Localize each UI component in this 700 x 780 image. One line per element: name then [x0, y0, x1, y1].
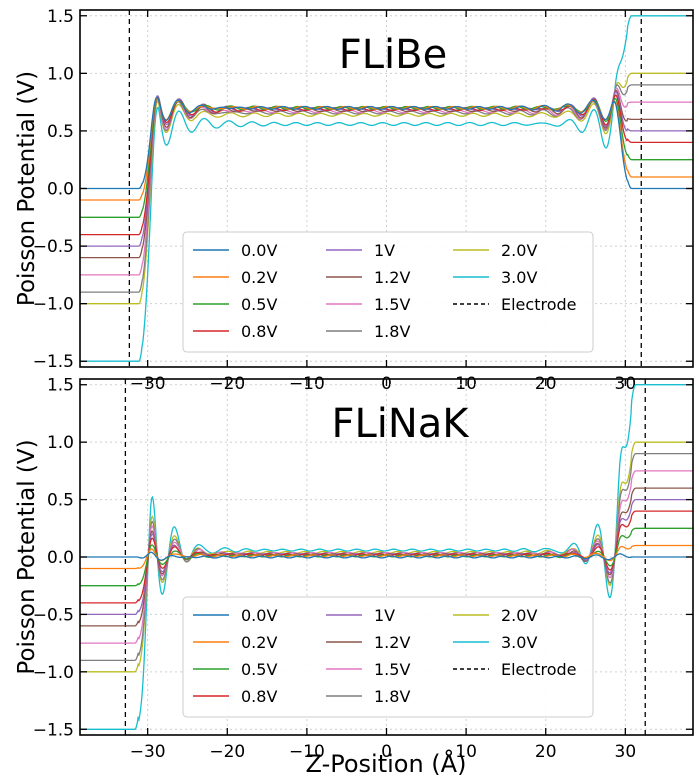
x-tick-label: −20	[209, 742, 245, 762]
x-tick-label: 0	[381, 742, 392, 762]
y-tick-label: 0.5	[47, 491, 74, 511]
flinak-title: FLiNaK	[331, 401, 470, 447]
y-tick-label: 0.5	[47, 122, 74, 142]
legend-label: 1.2V	[374, 268, 410, 287]
flibe-title: FLiBe	[339, 32, 447, 78]
legend-label: 0.8V	[241, 687, 277, 706]
x-tick-label: 10	[455, 742, 477, 762]
y-tick-label: 1.0	[47, 433, 74, 453]
y-tick-label: 1.5	[47, 7, 74, 27]
legend-label: 2.0V	[501, 241, 537, 260]
legend-label: 1.8V	[374, 322, 410, 341]
flinak-ylabel: Poisson Potential (V)	[14, 439, 40, 674]
legend-label: Electrode	[501, 660, 576, 679]
x-tick-label: −10	[289, 742, 325, 762]
series-line-1-5V	[80, 470, 693, 644]
legend-label: 0.0V	[241, 606, 277, 625]
y-tick-label: −1.5	[33, 720, 74, 740]
legend-label: 0.2V	[241, 268, 277, 287]
flibe-legend: 0.0V 0.2V 0.5V 0.8V 1V 1.2V 1.5V 1.8V 2.0V 3.0V El…	[182, 231, 594, 353]
legend-label: 0.8V	[241, 322, 277, 341]
y-tick-label: −0.5	[33, 605, 74, 625]
legend-label: 1V	[374, 241, 395, 260]
y-tick-label: 1.5	[47, 376, 74, 396]
series-line-3-0V	[80, 15, 693, 362]
y-tick-label: −1.0	[33, 295, 74, 315]
series-line-2-0V	[80, 72, 693, 305]
y-tick-label: −0.5	[33, 237, 74, 257]
legend-label: 1.5V	[374, 295, 410, 314]
legend-label: 0.5V	[241, 295, 277, 314]
y-tick-label: −1.0	[33, 663, 74, 683]
y-tick-label: 0.0	[47, 180, 74, 200]
legend-label: 1.2V	[374, 633, 410, 652]
flinak-panel: −30 −20 −10 0 10 20 30 −1.5 −1.0 −0.5 0.0 0.5 1.0 1.5…	[14, 376, 694, 762]
flibe-panel: −30 −20 −10 0 10 20 30−1.5−1.0−0.50.00.51.01.5…	[14, 7, 694, 394]
legend-label: 3.0V	[501, 633, 537, 652]
x-tick-label: −30	[130, 742, 166, 762]
y-tick-label: 1.0	[47, 64, 74, 84]
legend-label: 1.5V	[374, 660, 410, 679]
x-tick-label: 20	[535, 742, 557, 762]
legend-label: 1.8V	[374, 687, 410, 706]
legend-label: 0.0V	[241, 241, 277, 260]
x-tick-label: 30	[615, 742, 637, 762]
legend-label: 1V	[374, 606, 395, 625]
legend-label: 2.0V	[501, 606, 537, 625]
flibe-ylabel: Poisson Potential (V)	[14, 71, 40, 306]
legend-label: 3.0V	[501, 268, 537, 287]
series-line-0-0V	[80, 96, 693, 190]
series-line-0-2V	[80, 544, 693, 570]
flinak-legend: 0.0V 0.2V 0.5V 0.8V 1V 1.2V 1.5V 1.8V 2.0V 3.0V El…	[182, 596, 594, 718]
y-tick-label: 0.0	[47, 548, 74, 568]
x-axis-label: Z-Position (Å)	[306, 749, 467, 778]
y-tick-label: −1.5	[33, 352, 74, 372]
legend-label: 0.5V	[241, 660, 277, 679]
series-line-0-0V	[80, 551, 693, 561]
legend-label: 0.2V	[241, 633, 277, 652]
legend-label: Electrode	[501, 295, 576, 314]
